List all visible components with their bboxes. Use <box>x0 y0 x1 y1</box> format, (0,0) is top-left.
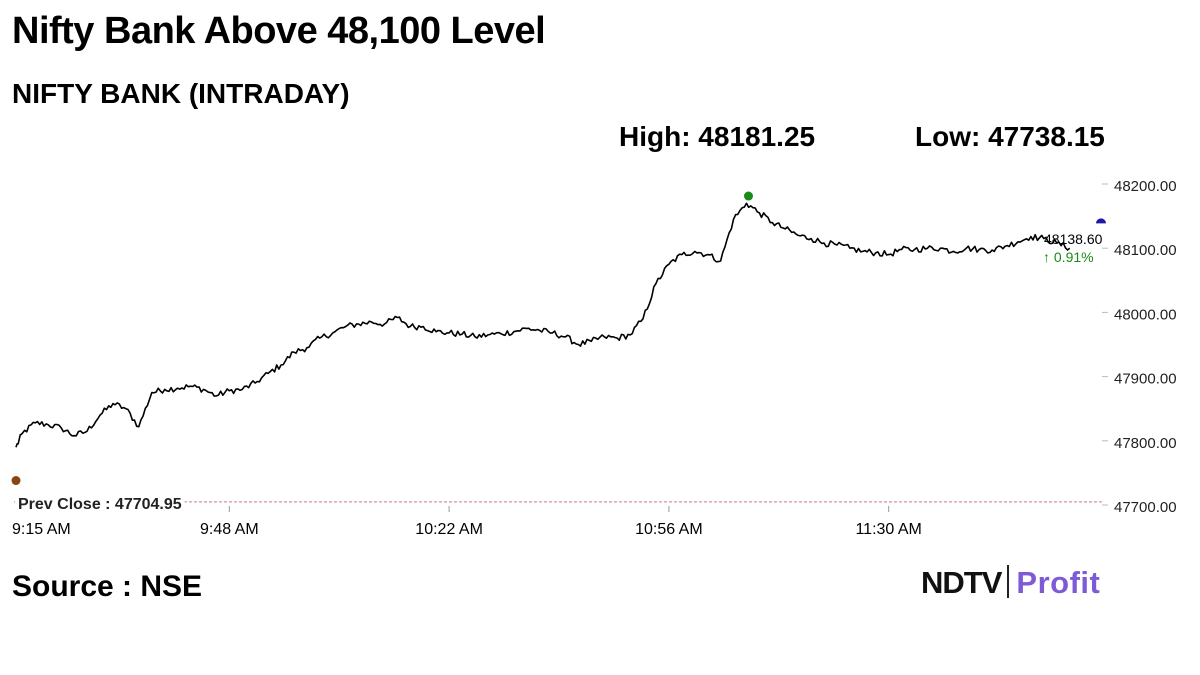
x-tick-label: 9:15 AM <box>12 521 71 538</box>
brand-divider <box>1007 565 1010 598</box>
last-price-marker <box>1096 218 1106 224</box>
low-marker <box>11 476 21 486</box>
y-tick-label: 48100.00 <box>1114 242 1177 259</box>
change-percent-label: ↑ 0.91% <box>1043 249 1094 265</box>
x-axis: 9:15 AM 9:48 AM 10:22 AM 10:56 AM 11:30 AM <box>12 506 922 538</box>
y-tick-label: 47800.00 <box>1114 435 1177 452</box>
y-tick-label: 47700.00 <box>1114 499 1177 516</box>
high-value: High: 48181.25 <box>619 121 816 152</box>
source-note: Source : NSE <box>12 570 203 603</box>
x-tick-label: 10:56 AM <box>635 521 703 538</box>
y-tick-label: 48000.00 <box>1114 306 1177 323</box>
brand-profit: Profit <box>1016 565 1101 600</box>
last-price-label: 48138.60 <box>1044 231 1103 247</box>
y-tick-label: 47900.00 <box>1114 371 1177 388</box>
high-marker <box>743 191 753 201</box>
x-tick-label: 9:48 AM <box>200 521 259 538</box>
brand-ndtv: NDTV <box>921 565 1002 600</box>
y-tick-label: 48200.00 <box>1114 178 1177 195</box>
prev-close-label: Prev Close : 47704.95 <box>18 496 182 513</box>
chart-title: NIFTY BANK (INTRADAY) <box>12 78 350 109</box>
x-tick-label: 10:22 AM <box>415 521 483 538</box>
headline: Nifty Bank Above 48,100 Level <box>12 10 546 52</box>
x-tick-label: 11:30 AM <box>855 521 921 538</box>
y-axis: 48200.00 48100.00 48000.00 47900.00 47800.00… <box>1102 178 1177 516</box>
low-value: Low: 47738.15 <box>915 121 1105 152</box>
brand-logo: NDTV Profit <box>921 565 1100 601</box>
price-line <box>15 202 1071 448</box>
